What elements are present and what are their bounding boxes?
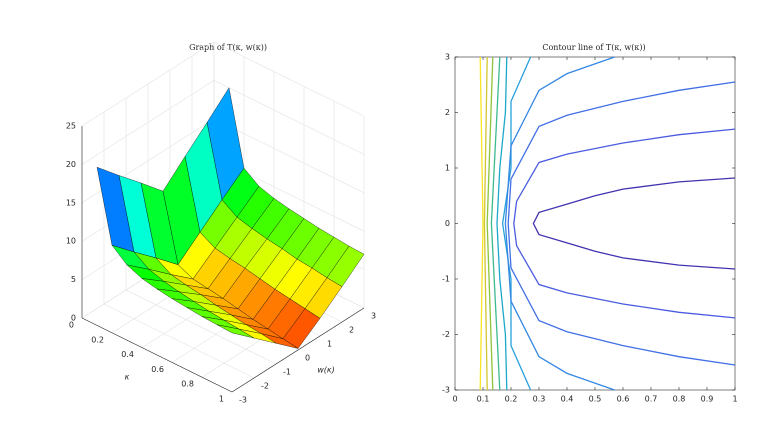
contour-line: [513, 128, 736, 319]
axis-line: [81, 317, 233, 393]
contour-line: [490, 56, 501, 391]
y-tick-label: 1: [327, 340, 332, 349]
surface-title: Graph of T(κ, w(κ)): [189, 43, 267, 52]
y-tick-label: 1: [445, 164, 450, 173]
z-tick-label: 5: [71, 275, 76, 284]
x-tick-label: 0.8: [181, 380, 194, 389]
y-tick-label: 2: [349, 326, 354, 335]
axis-line: [231, 307, 365, 393]
contour-line: [532, 177, 736, 270]
x-tick-label: 0.4: [121, 350, 134, 359]
y-tick-label: 3: [371, 312, 376, 321]
y-tick-label: -3: [442, 386, 450, 395]
x-tick-label: 0.6: [617, 395, 630, 404]
contour-line: [504, 56, 615, 391]
x-tick-label: 0.7: [645, 395, 658, 404]
contour-line: [507, 81, 736, 366]
contour-line: [486, 56, 494, 391]
y-tick-label: -1: [442, 275, 450, 284]
x-tick-label: 0: [452, 395, 457, 404]
plot-area: [454, 56, 736, 391]
z-tick-label: 20: [66, 160, 76, 169]
y-tick-label: -2: [261, 382, 269, 391]
y-tick-label: 0: [305, 354, 310, 363]
grid-line: [103, 303, 255, 379]
x-tick-label: 0: [69, 321, 74, 330]
x-tick-label: 0.3: [533, 395, 546, 404]
x-tick-label: 0.1: [477, 395, 490, 404]
grid-line: [213, 118, 365, 194]
contour-title: Contour line of T(κ, w(κ)): [542, 43, 645, 52]
y-tick-label: -2: [442, 330, 450, 339]
contour-line: [501, 56, 532, 391]
contour-line: [496, 56, 508, 391]
x-tick-label: 0.2: [505, 395, 518, 404]
x-tick-label: 1: [219, 395, 224, 404]
grid-line: [213, 80, 365, 155]
y-tick-label: 3: [445, 53, 450, 62]
contour-line: [479, 56, 484, 391]
x-tick-label: 0.5: [589, 395, 602, 404]
z-tick-label: 10: [66, 237, 76, 246]
y-tick-label: 0: [445, 219, 450, 228]
y-tick-label: 2: [445, 108, 450, 117]
grid-line: [213, 41, 365, 117]
x-axis-label: κ: [125, 373, 130, 382]
y-tick-label: -1: [283, 368, 291, 377]
z-tick-label: 15: [66, 198, 76, 207]
z-tick-label: 25: [66, 122, 76, 131]
x-tick-label: 0.8: [673, 395, 686, 404]
x-tick-label: 0.9: [701, 395, 714, 404]
grid-line: [125, 289, 277, 365]
contour-line: [483, 56, 488, 391]
z-tick-label: 0: [71, 314, 76, 323]
x-tick-label: 0.4: [561, 395, 574, 404]
x-tick-label: 0.6: [151, 365, 164, 374]
y-axis-label: w(κ): [317, 366, 335, 375]
surface-patch: [216, 324, 255, 339]
y-tick-label: -3: [239, 396, 247, 405]
x-tick-label: 0.2: [91, 335, 104, 344]
x-tick-label: 1: [732, 395, 737, 404]
